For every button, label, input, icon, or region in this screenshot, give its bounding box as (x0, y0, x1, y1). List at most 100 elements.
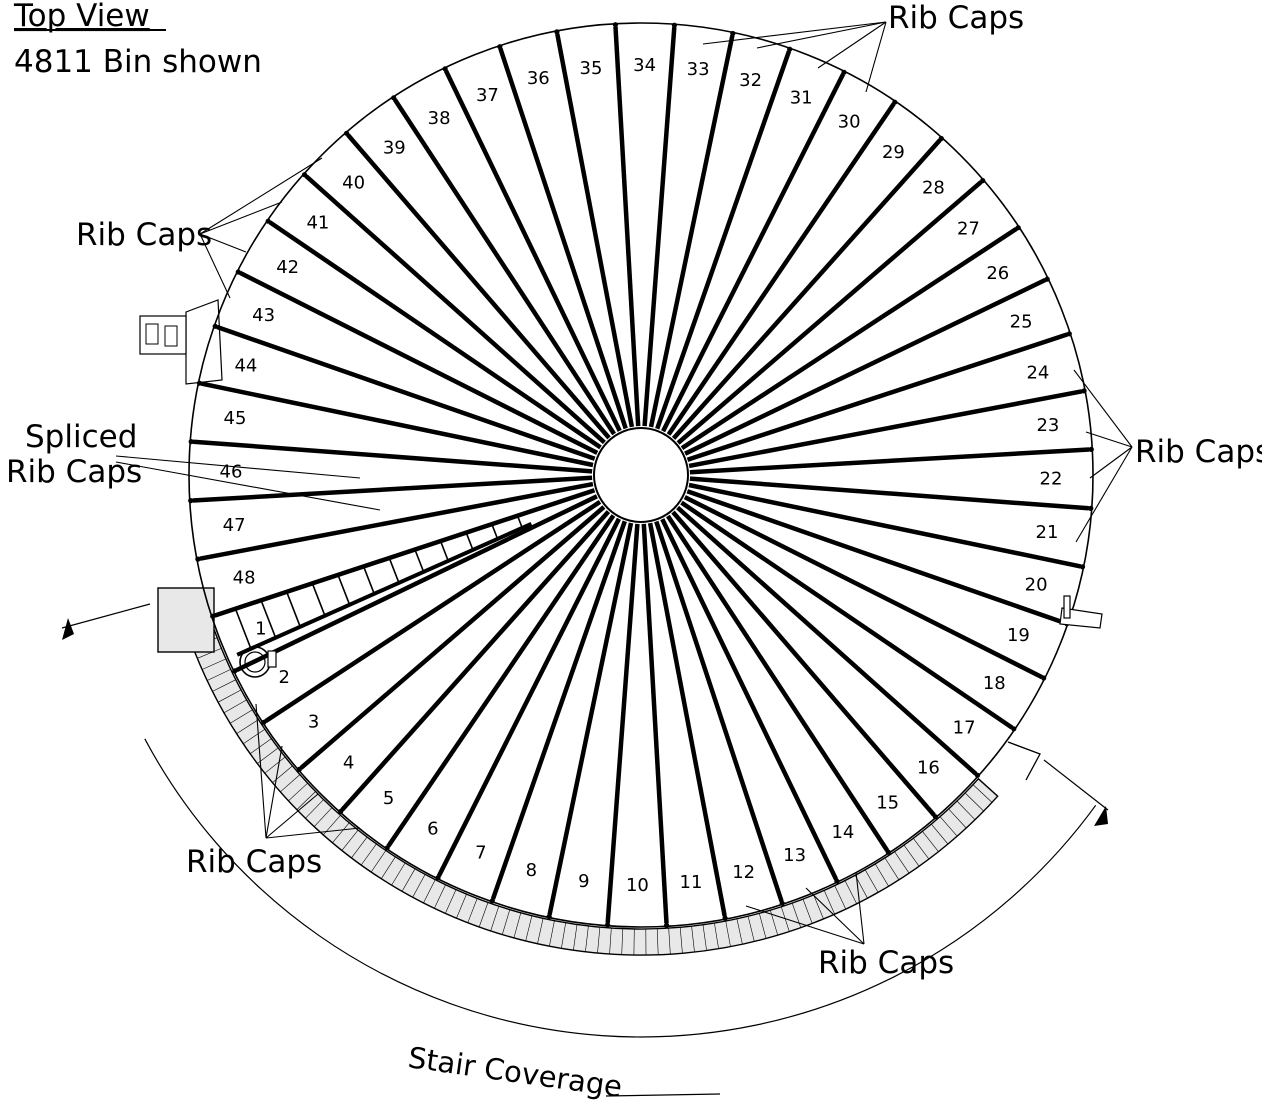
panel-number-label: 27 (957, 218, 980, 239)
walkway-slat (351, 836, 368, 858)
rib-cap (722, 915, 728, 921)
rib-cap (265, 218, 271, 224)
walkway-slat (401, 868, 416, 892)
spliced-label-line2: Rib Caps (6, 454, 142, 490)
roof-rib (676, 505, 978, 776)
roof-rib (200, 381, 594, 468)
panel-number-label: 22 (1040, 469, 1063, 490)
rib-cap (301, 172, 308, 178)
walkway-slat (250, 738, 272, 754)
walkway-slat (230, 709, 253, 724)
walkway-slat (412, 874, 426, 898)
panel-number-label: 9 (578, 871, 589, 892)
panel-number-label: 17 (953, 717, 976, 738)
roof-ribs (188, 22, 1094, 928)
ladder-rung (363, 567, 375, 595)
rib-cap (232, 668, 238, 674)
walkway-slat (434, 884, 446, 909)
walkway-slat (621, 928, 624, 955)
roof-rib (193, 439, 593, 474)
panel-number-label: 19 (1007, 625, 1030, 646)
roof-rib (666, 514, 890, 852)
walkway-slat (525, 915, 533, 941)
ladder-rail (236, 521, 533, 657)
rib-caps-bottom-left-label: Rib Caps (186, 844, 322, 880)
panel-number-label: 15 (876, 792, 899, 813)
roof-rib (680, 226, 1018, 450)
panel-number-label: 6 (427, 818, 438, 839)
walkway-slat (223, 699, 247, 714)
walkway-slat (931, 823, 949, 845)
panel-number-label: 5 (383, 788, 394, 809)
rib-cap (1088, 446, 1094, 452)
stair-landing (157, 587, 215, 653)
walkway-slat (802, 898, 813, 924)
panel-number-label: 33 (687, 59, 710, 80)
walkway-slat (478, 902, 489, 928)
walkway-slat (280, 774, 301, 793)
roof-rib (683, 495, 1043, 680)
ladder-rung (312, 584, 326, 616)
walkway-slat (332, 822, 350, 843)
drawing-subtitle: 4811 Bin shown (14, 44, 262, 80)
panel-number-label: 14 (831, 822, 854, 843)
rib-cap (664, 922, 670, 928)
walkway-slat (736, 918, 743, 945)
walkway-slat (939, 816, 958, 837)
roof-rib (264, 500, 602, 724)
panel-number-label: 12 (732, 862, 755, 883)
roof-rib (299, 505, 606, 770)
rib-cap (834, 878, 840, 884)
ladder-rung (286, 593, 301, 627)
rib-caps-right-label: Rib Caps (1135, 434, 1262, 470)
panel-number-label: 37 (476, 85, 499, 106)
rib-cap (338, 808, 344, 815)
walkway-slat (296, 791, 316, 810)
rib-caps-bottom-right-label: Rib Caps (818, 945, 954, 981)
roof-rib (555, 33, 635, 428)
walkway-slat (913, 838, 930, 860)
walkway-slat (964, 792, 984, 812)
rib-cap (671, 22, 678, 28)
walkway-band (189, 629, 999, 956)
walkway-slat (305, 799, 324, 819)
rib-cap (1015, 225, 1021, 231)
rib-cap (261, 719, 267, 725)
walkway-slat (813, 894, 824, 920)
roof-rib (660, 518, 839, 881)
stair-coverage-label: Stair Coverage (406, 1040, 624, 1104)
spliced-label-line1: Spliced (25, 419, 137, 455)
panel-number-label: 1 (255, 619, 266, 640)
ladder-rung (235, 610, 252, 649)
rib-cap (212, 323, 218, 329)
panel-number-label: 21 (1036, 522, 1059, 543)
panel-number-label: 3 (308, 712, 319, 733)
rib-cap (235, 269, 241, 275)
callout-leader-lines (115, 21, 1133, 945)
panel-number-label: 41 (306, 213, 329, 234)
panel-number-label: 40 (342, 173, 365, 194)
roof-rib (686, 489, 1066, 626)
roof-rib (671, 138, 942, 440)
roof-rib (642, 27, 677, 427)
rib-cap (1088, 505, 1094, 511)
rib-cap (1011, 726, 1017, 732)
arrow-right (1094, 806, 1108, 826)
panel-number-label: 16 (917, 757, 940, 778)
stair-coverage-dimension (61, 603, 1109, 1097)
rib-caps-top-label: Rib Caps (888, 0, 1024, 36)
walkway-slat (502, 909, 511, 935)
roof-rib (671, 510, 936, 817)
rib-cap (384, 845, 390, 851)
roof-rib (686, 332, 1069, 462)
walkway-slat (573, 924, 578, 951)
roof-rib (647, 522, 727, 917)
roof-rib (213, 488, 596, 618)
ladder-rung (516, 515, 523, 529)
roof-rib (239, 270, 599, 455)
walkway-slat (956, 800, 976, 820)
roof-rib (490, 520, 627, 900)
walkway-slat (513, 912, 522, 938)
rib-cap (546, 913, 552, 920)
roof-rib (304, 174, 606, 445)
